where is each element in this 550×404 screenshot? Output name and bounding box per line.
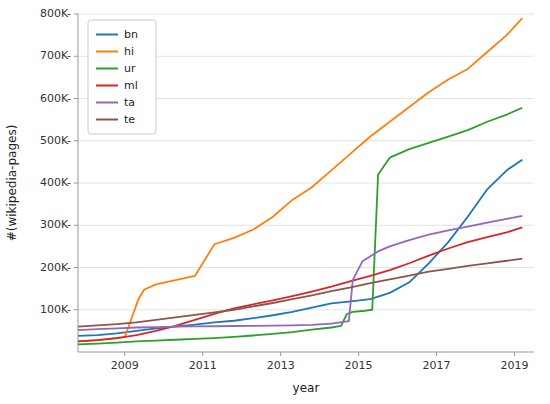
lines [78,18,522,344]
x-tick [514,352,515,356]
y-tick-label: 600K- [40,92,71,105]
legend-label: te [124,113,135,126]
x-tick-label: 2019 [501,359,529,372]
legend-label: ml [124,79,138,92]
x-tick-label: 2011 [189,359,217,372]
x-tick [436,352,437,356]
legend-label: ur [124,62,136,75]
x-tick-label: 2013 [267,359,295,372]
y-axis: 100K- 200K- 300K- 400K- 500K- 600K- 700K- 800K- [40,7,78,352]
y-tick [74,56,78,57]
y-tick [74,225,78,226]
y-tick-label: 700K- [40,49,71,62]
y-tick [74,14,78,15]
x-axis-label: year [293,381,320,395]
y-tick [74,98,78,99]
y-tick [74,309,78,310]
legend-label: bn [124,28,138,41]
x-axis: 2009 2011 2013 2015 2017 2019 [78,352,534,372]
x-tick [124,352,125,356]
y-tick [74,183,78,184]
y-tick-label: 800K- [40,7,71,20]
legend-label: ta [124,96,135,109]
series-line [78,108,522,345]
y-axis-label: #(wikipedia-pages) [5,125,19,242]
x-tick [280,352,281,356]
series-line [78,160,522,336]
grid-line [78,225,534,226]
y-tick-label: 500K- [40,134,71,147]
series-line [78,216,522,330]
y-tick-label: 200K- [40,261,71,274]
x-tick-label: 2017 [423,359,451,372]
y-tick-label: 300K- [40,218,71,231]
y-tick-label: 400K- [40,176,71,189]
x-tick-label: 2015 [345,359,373,372]
legend-swatch [96,34,118,36]
legend-box [88,20,156,134]
y-axis-line [78,14,79,352]
grid-line [78,140,534,141]
grid-line [78,183,534,184]
y-tick [74,140,78,141]
x-tick-label: 2009 [111,359,139,372]
y-tick [74,267,78,268]
legend-swatch [96,68,118,70]
grid-line [78,267,534,268]
x-axis-line [78,352,534,353]
chart: 100K- 200K- 300K- 400K- 500K- 600K- 700K- 800K-… [0,0,550,404]
legend-swatch [96,51,118,53]
grid-line [78,14,534,15]
y-tick-label: 100K- [40,303,71,316]
legend-swatch [96,119,118,121]
series-line [78,259,522,327]
legend: bn hi ur ml ta te [88,20,156,134]
legend-swatch [96,85,118,87]
legend-label: hi [124,45,134,58]
x-tick [358,352,359,356]
x-tick [202,352,203,356]
series-line [78,18,522,341]
legend-swatch [96,102,118,104]
